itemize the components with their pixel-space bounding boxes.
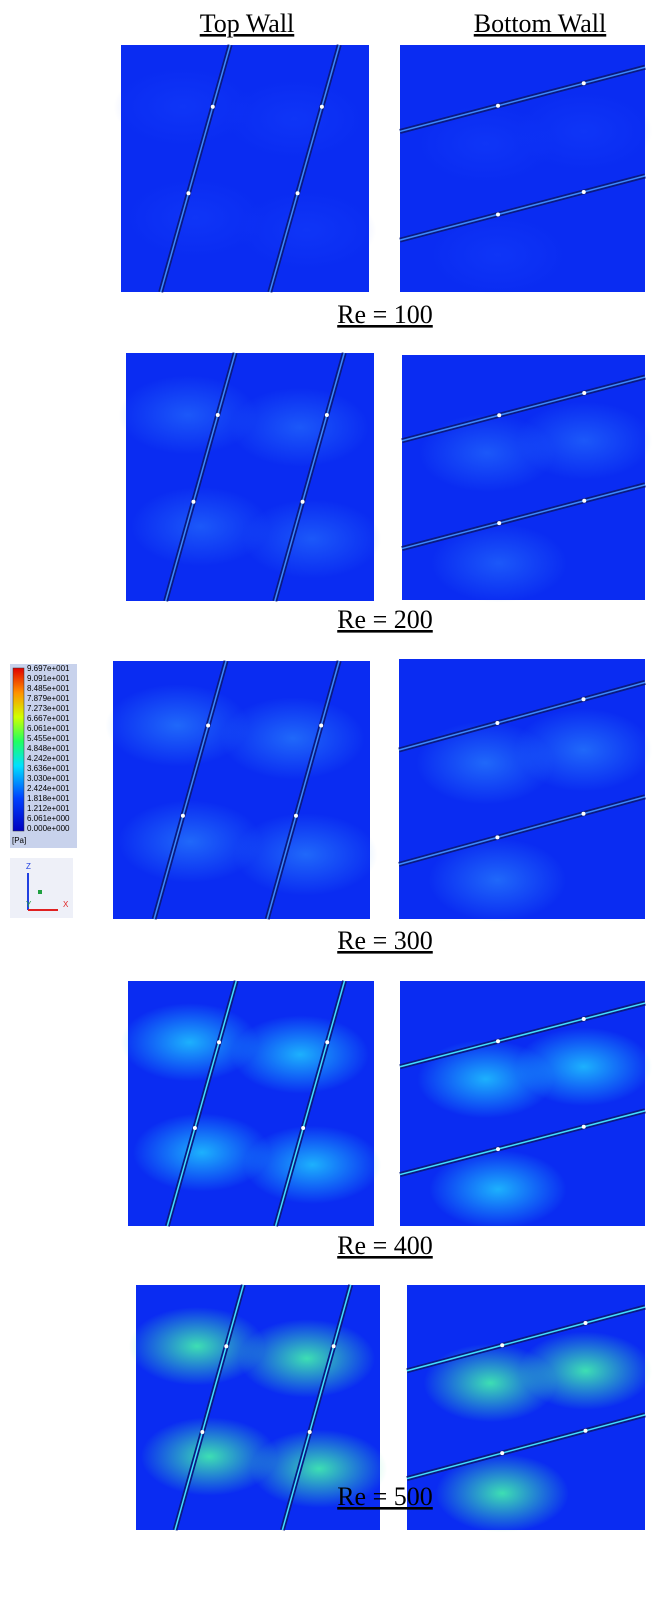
row-label: Re = 400: [337, 1231, 433, 1260]
probe-point: [582, 1017, 586, 1021]
colorbar-label: 9.697e+001: [27, 664, 70, 673]
probe-point: [582, 812, 586, 816]
probe-point: [217, 1040, 221, 1044]
contour-blob: [230, 388, 369, 467]
axis-label: X: [63, 900, 69, 909]
probe-point: [181, 814, 185, 818]
colorbar-label: 3.030e+001: [27, 774, 70, 783]
colorbar-label: 7.879e+001: [27, 694, 70, 703]
column-header: Bottom Wall: [474, 9, 607, 38]
row-label: Re = 200: [337, 605, 433, 634]
probe-point: [320, 105, 324, 109]
probe-point: [191, 500, 195, 504]
contour-blob: [231, 1015, 369, 1093]
colorbar-label: 7.273e+001: [27, 704, 70, 713]
probe-point: [193, 1126, 197, 1130]
probe-point: [296, 191, 300, 195]
probe-point: [216, 413, 220, 417]
column-header: Top Wall: [200, 9, 295, 38]
probe-point: [582, 697, 586, 701]
contour-blob: [516, 402, 652, 480]
probe-point: [224, 1344, 228, 1348]
colorbar-label: 4.242e+001: [27, 754, 70, 763]
colorbar-label: 8.485e+001: [27, 684, 70, 693]
colorbar: [13, 668, 24, 831]
probe-point: [500, 1343, 504, 1347]
probe-point: [582, 81, 586, 85]
colorbar-label: 1.212e+001: [27, 804, 70, 813]
colorbar-label: 0.000e+000: [27, 824, 70, 833]
axis-label: Z: [26, 862, 31, 871]
probe-point: [301, 1126, 305, 1130]
probe-point: [186, 191, 190, 195]
probe-point: [211, 105, 215, 109]
figure: Top Wall Bottom Wall Re = 100 Re = 200 Re …: [0, 0, 664, 1614]
probe-point: [496, 104, 500, 108]
row-label: Re = 300: [337, 926, 433, 955]
axis-label: Y: [26, 900, 32, 909]
colorbar-label: 1.818e+001: [27, 794, 70, 803]
probe-point: [500, 1451, 504, 1455]
contour-blob: [238, 1319, 375, 1397]
probe-point: [584, 1321, 588, 1325]
probe-point: [325, 1040, 329, 1044]
colorbar-label: 2.424e+001: [27, 784, 70, 793]
probe-point: [496, 1147, 500, 1151]
colorbar-label: 6.061e+000: [27, 814, 70, 823]
contour-blob: [515, 708, 653, 791]
probe-point: [495, 721, 499, 725]
contour-blob: [221, 697, 365, 780]
probe-point: [332, 1344, 336, 1348]
probe-point: [582, 190, 586, 194]
colorbar-label: 4.848e+001: [27, 744, 70, 753]
probe-point: [325, 413, 329, 417]
contour-blob: [243, 499, 382, 578]
colorbar-label: 9.091e+001: [27, 674, 70, 683]
probe-point: [496, 212, 500, 216]
row-label: Re = 500: [337, 1482, 433, 1511]
probe-point: [584, 1429, 588, 1433]
row-label: Re = 100: [337, 300, 433, 329]
probe-point: [200, 1430, 204, 1434]
contour-blob: [515, 1028, 652, 1106]
probe-point: [319, 724, 323, 728]
colorbar-label: 3.636e+001: [27, 764, 70, 773]
probe-point: [582, 391, 586, 395]
probe-point: [308, 1430, 312, 1434]
contour-blob: [234, 813, 378, 896]
colorbar-label: 5.455e+001: [27, 734, 70, 743]
probe-point: [294, 814, 298, 818]
contour-blob: [515, 92, 652, 171]
colorbar-label: 6.061e+001: [27, 724, 70, 733]
probe-point: [206, 724, 210, 728]
probe-point: [496, 1039, 500, 1043]
contour-blob: [519, 1332, 652, 1410]
y-axis: [38, 890, 42, 894]
probe-point: [301, 500, 305, 504]
probe-point: [497, 413, 501, 417]
contour-blob: [225, 80, 364, 159]
probe-point: [495, 835, 499, 839]
contour-blob: [244, 1126, 382, 1204]
probe-point: [582, 1125, 586, 1129]
colorbar-unit: [Pa]: [12, 836, 26, 845]
probe-point: [582, 499, 586, 503]
contour-blob: [238, 191, 377, 270]
probe-point: [497, 521, 501, 525]
colorbar-label: 6.667e+001: [27, 714, 70, 723]
